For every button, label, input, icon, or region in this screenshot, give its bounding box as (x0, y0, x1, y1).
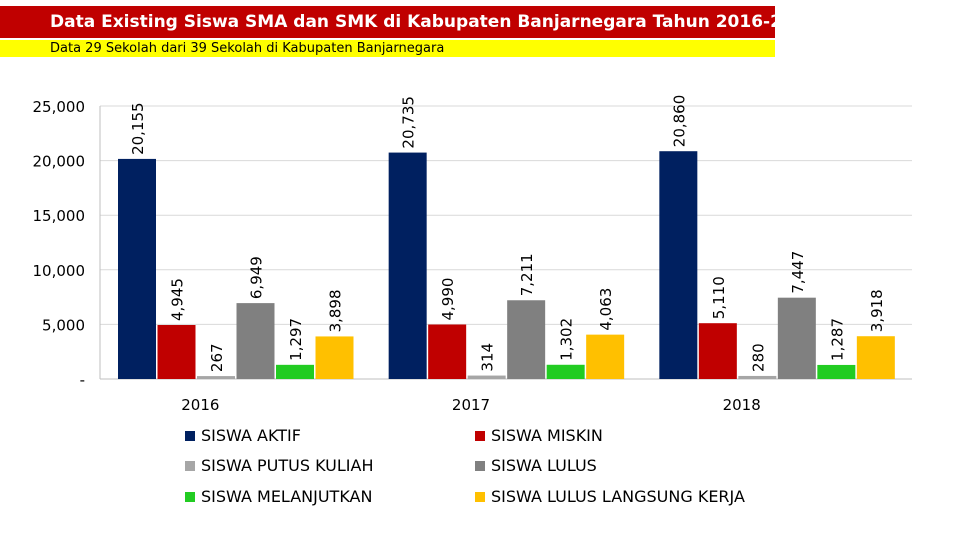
data-label: 3,898 (327, 289, 345, 332)
bar (586, 334, 625, 379)
data-label: 20,860 (670, 95, 688, 148)
y-tick-label: - (80, 371, 85, 389)
x-tick-label: 2017 (452, 396, 490, 414)
y-tick-label: 25,000 (33, 98, 86, 116)
bar (659, 151, 698, 379)
data-label: 20,735 (400, 96, 418, 149)
data-label: 4,063 (597, 288, 615, 331)
bar (856, 336, 895, 379)
data-label: 1,302 (558, 318, 576, 361)
data-label: 314 (479, 343, 497, 372)
bar (276, 364, 314, 379)
data-label: 267 (208, 343, 226, 372)
data-label: 5,110 (710, 276, 728, 319)
bar (197, 376, 235, 379)
bar (777, 297, 816, 379)
data-label: 7,447 (789, 251, 807, 294)
data-label: 4,945 (169, 278, 187, 321)
bar (738, 375, 777, 379)
bar (428, 324, 467, 379)
y-tick-label: 20,000 (33, 153, 86, 171)
x-tick-label: 2016 (181, 396, 219, 414)
data-label: 4,990 (439, 278, 457, 321)
bar (315, 336, 354, 379)
data-label: 1,297 (287, 318, 305, 361)
bar (388, 152, 427, 379)
y-tick-label: 10,000 (33, 262, 86, 280)
chart-subtitle: Data 29 Sekolah dari 39 Sekolah di Kabup… (0, 40, 775, 57)
data-label: 3,918 (868, 289, 886, 332)
bar (467, 375, 506, 379)
bar (118, 158, 156, 379)
x-tick-label: 2018 (723, 396, 761, 414)
data-label: 1,287 (828, 318, 846, 361)
bar (698, 323, 737, 379)
bar (817, 364, 856, 379)
data-label: 7,211 (518, 253, 536, 296)
y-tick-label: 15,000 (33, 207, 86, 225)
bar (546, 364, 585, 379)
bar (236, 303, 275, 379)
bar (157, 325, 196, 379)
data-label: 280 (749, 343, 767, 372)
chart-title: Data Existing Siswa SMA dan SMK di Kabup… (0, 6, 817, 38)
bar (507, 300, 546, 379)
y-tick-label: 5,000 (42, 316, 85, 334)
data-label: 6,949 (248, 256, 266, 299)
data-label: 20,155 (129, 102, 147, 155)
